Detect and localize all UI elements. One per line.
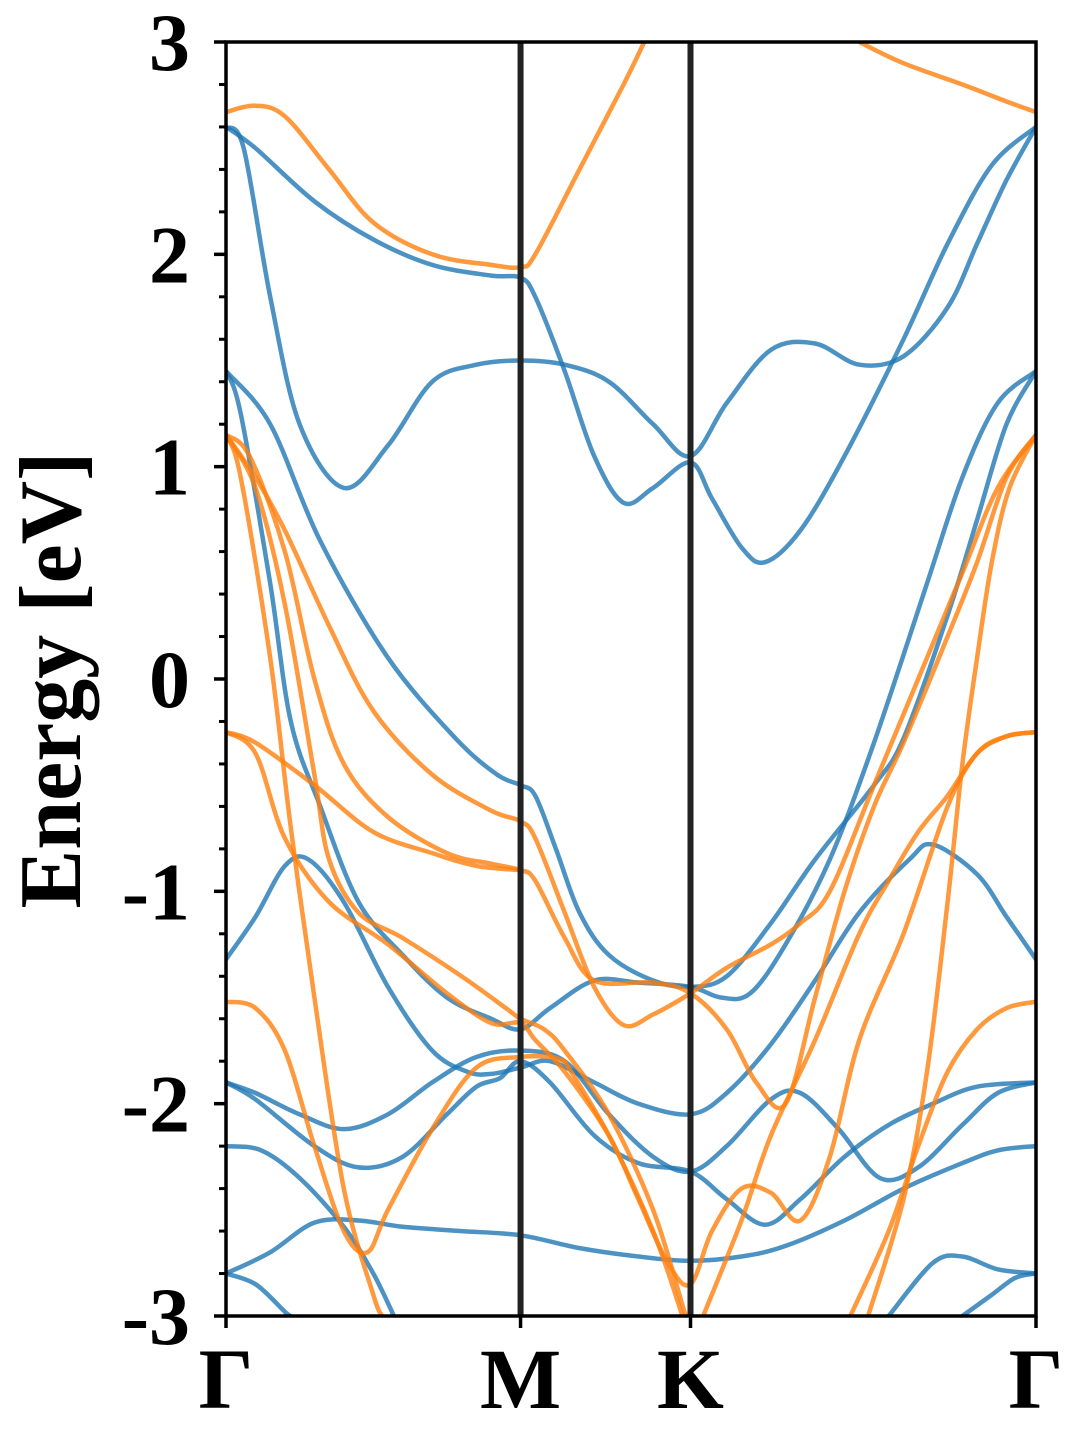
high-symmetry-lines	[517, 42, 694, 1316]
orange-band-19	[562, 1058, 685, 1316]
y-axis-title: Energy [eV]	[3, 452, 100, 909]
x-tick-label-0: Γ	[199, 1331, 254, 1427]
y-tick-label: -2	[122, 1059, 190, 1150]
orange-band-18	[226, 999, 567, 1256]
orange-band-23	[848, 999, 1036, 1316]
y-tick-label: -1	[122, 846, 190, 937]
orange-band-20	[700, 729, 1036, 1316]
orange-band-24	[865, 432, 1036, 1316]
orange-band-15	[226, 432, 1036, 1111]
axis-ticks	[214, 40, 1038, 1328]
orange-band-16	[226, 729, 523, 873]
x-tick-label-3: Γ	[1009, 1331, 1064, 1427]
y-tick-label: 0	[149, 634, 190, 725]
blue-band-9	[226, 1271, 294, 1316]
orange-band-21	[226, 432, 688, 1316]
y-tick-label: 1	[149, 422, 190, 513]
orange-band-13	[857, 42, 1036, 115]
y-tick-label: 2	[149, 209, 190, 300]
y-tick-label: -3	[122, 1271, 190, 1362]
y-tick-label: 3	[149, 0, 190, 88]
orange-band-14	[226, 432, 1036, 1029]
orange-band-12	[226, 42, 647, 271]
orange-band-22	[226, 432, 385, 1316]
blue-band-10	[886, 1253, 1036, 1316]
blue-band-5	[226, 1048, 1036, 1183]
blue-band-6	[226, 1058, 1036, 1227]
blue-band-0	[226, 368, 1036, 990]
blue-band-2	[226, 124, 1036, 491]
blue-band-8	[226, 1143, 1036, 1276]
x-tick-label-1: M	[480, 1331, 561, 1427]
blue-band-7	[226, 1143, 397, 1316]
blue-band-4	[226, 841, 1036, 1117]
blue-band-1	[226, 368, 1036, 1032]
plot-frame	[224, 40, 1038, 1318]
x-tick-label-2: K	[657, 1331, 724, 1427]
axis-labels: -3 -2 -1 0 1 2 3 Γ M K Γ	[122, 0, 1064, 1427]
band-series-layer	[226, 42, 1036, 1316]
blue-band-11	[960, 1271, 1036, 1316]
blue-band-3	[226, 124, 1036, 566]
